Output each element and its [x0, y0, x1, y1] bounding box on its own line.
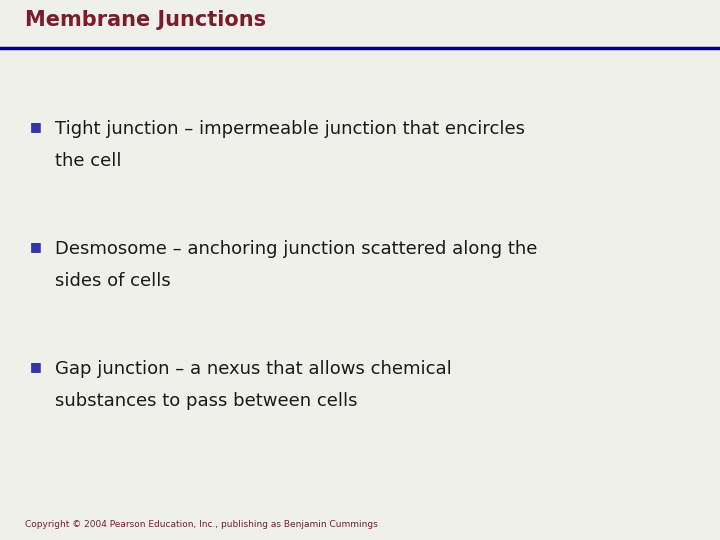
Text: Tight junction – impermeable junction that encircles: Tight junction – impermeable junction th…	[55, 120, 525, 138]
Text: the cell: the cell	[55, 152, 122, 170]
Text: sides of cells: sides of cells	[55, 272, 171, 290]
Text: substances to pass between cells: substances to pass between cells	[55, 392, 358, 410]
Text: Desmosome – anchoring junction scattered along the: Desmosome – anchoring junction scattered…	[55, 240, 537, 258]
Text: Copyright © 2004 Pearson Education, Inc., publishing as Benjamin Cummings: Copyright © 2004 Pearson Education, Inc.…	[25, 520, 378, 529]
Text: Gap junction – a nexus that allows chemical: Gap junction – a nexus that allows chemi…	[55, 360, 451, 378]
Text: Membrane Junctions: Membrane Junctions	[25, 10, 266, 30]
Text: ■: ■	[30, 360, 42, 373]
Text: ■: ■	[30, 120, 42, 133]
Text: ■: ■	[30, 240, 42, 253]
